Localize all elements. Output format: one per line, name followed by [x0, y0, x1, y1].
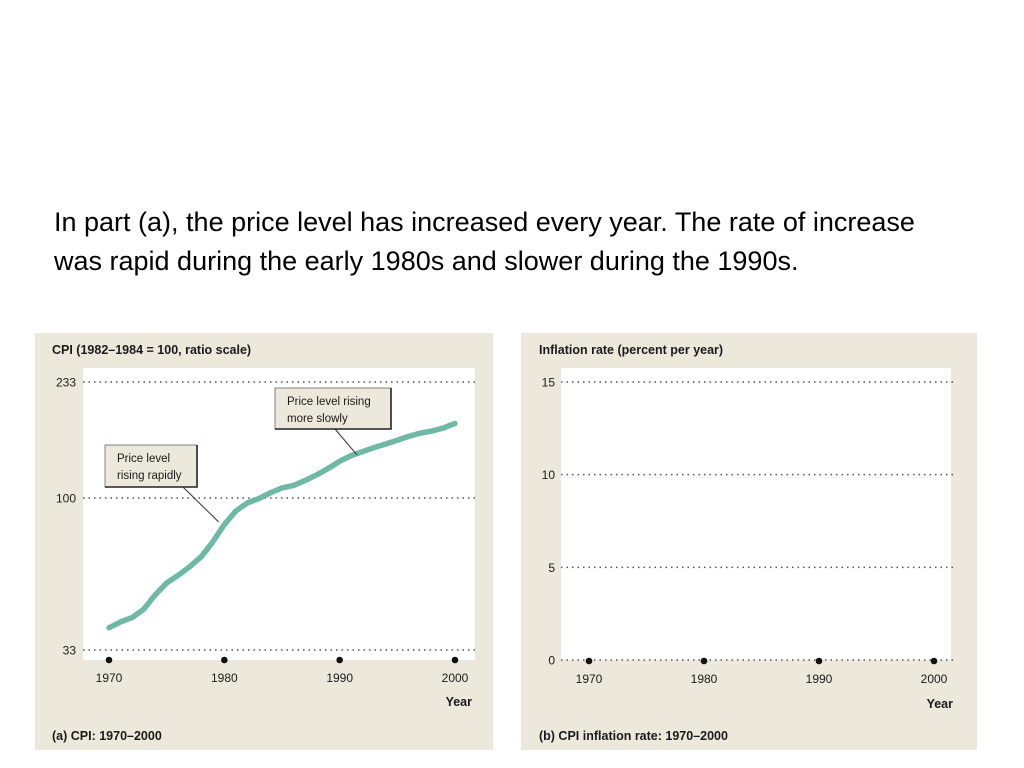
x-tick-mark	[336, 656, 343, 664]
annotations: Price level rising rapidly Price level ris…	[104, 387, 392, 523]
x-tick-mark	[700, 657, 708, 665]
x-ticks: 1970 1980 1990 2000	[96, 656, 469, 685]
y-tick-label: 5	[548, 561, 555, 575]
y-tick-label: 10	[542, 468, 556, 482]
x-tick-mark	[451, 656, 459, 664]
x-tick-label: 1990	[326, 671, 353, 685]
x-tick-label: 1980	[211, 671, 238, 685]
annotation-box-shadow	[105, 445, 198, 488]
cpi-chart-panel: CPI (1982–1984 = 100, ratio scale) 33 100…	[35, 333, 493, 750]
chart-caption: (a) CPI: 1970–2000	[52, 729, 162, 743]
cpi-line	[106, 420, 458, 631]
inflation-chart: Inflation rate (percent per year) 0 5 10 15…	[539, 343, 954, 743]
annotation-label: Price level	[117, 453, 170, 465]
plot-area	[561, 368, 951, 660]
x-tick-label: 1970	[96, 671, 123, 685]
cpi-chart: CPI (1982–1984 = 100, ratio scale) 33 100…	[52, 343, 475, 743]
x-tick-mark	[221, 656, 228, 664]
x-tick-mark	[815, 657, 823, 665]
chart-caption: (b) CPI inflation rate: 1970–2000	[539, 729, 728, 743]
chart-title: Inflation rate (percent per year)	[539, 343, 723, 357]
chart-title: CPI (1982–1984 = 100, ratio scale)	[52, 343, 251, 357]
annotation-leader-line	[182, 486, 219, 523]
y-tick-label: 233	[56, 376, 76, 390]
y-tick-label: 100	[56, 491, 76, 505]
x-tick-mark	[105, 656, 113, 664]
y-tick-label: 33	[63, 644, 77, 658]
x-tick-label: 1980	[691, 672, 718, 686]
annotation-box	[104, 444, 198, 488]
annotation-label: rising rapidly	[117, 470, 182, 482]
y-tick-label: 15	[542, 376, 556, 390]
x-ticks: 1970 1980 1990 2000	[576, 657, 948, 686]
inflation-chart-panel: Inflation rate (percent per year) 0 5 10 15…	[521, 333, 977, 750]
x-axis-label: Year	[927, 697, 954, 711]
annotation-label: Price level rising	[287, 396, 371, 408]
y-tick-labels: 0 5 10 15	[542, 376, 556, 668]
y-tick-labels: 33 100 233	[56, 376, 76, 658]
x-tick-label: 2000	[442, 671, 469, 685]
annotation-label: more slowly	[287, 413, 348, 425]
annotation-leader-line	[334, 428, 358, 456]
x-axis-label: Year	[446, 695, 473, 709]
x-tick-label: 2000	[921, 672, 948, 686]
x-tick-label: 1970	[576, 672, 603, 686]
x-tick-label: 1990	[806, 672, 833, 686]
slide-caption: In part (a), the price level has increas…	[54, 207, 915, 276]
annotation-box-shadow	[275, 388, 392, 430]
x-tick-mark	[585, 657, 593, 665]
x-tick-mark	[930, 657, 938, 665]
y-tick-label: 0	[548, 654, 555, 668]
